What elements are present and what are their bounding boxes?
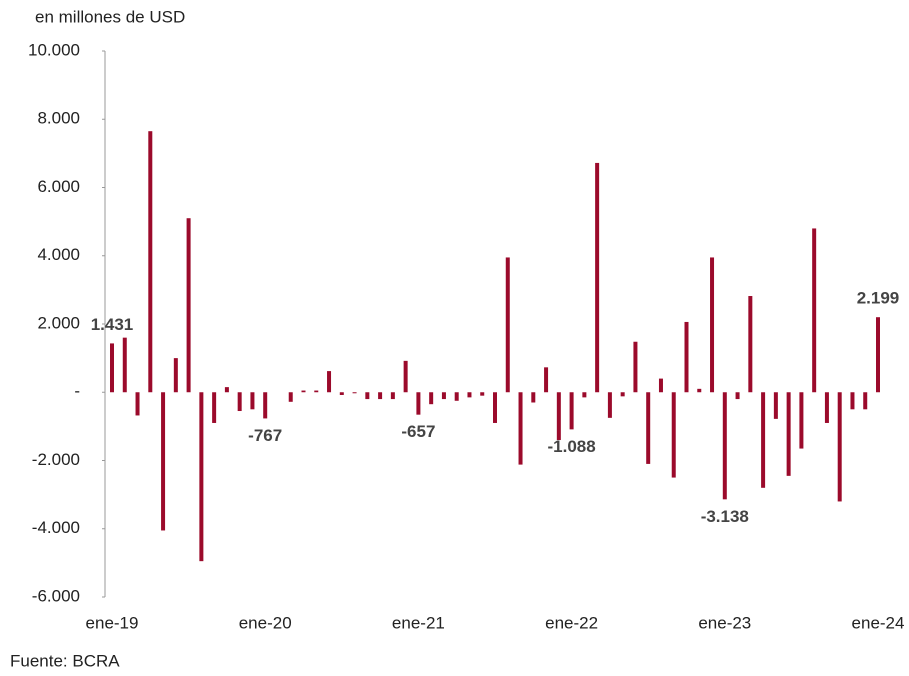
y-tick-label: 8.000 [37,109,80,128]
x-tick-label: ene-24 [852,613,905,632]
y-tick-label: 6.000 [37,177,80,196]
bar [429,392,434,405]
bar [812,228,817,393]
bar [288,392,293,402]
bar [441,392,446,400]
bar [314,390,319,393]
bar [378,392,383,400]
bar [365,392,370,400]
bar [327,371,332,393]
bar [173,358,178,393]
bar [863,392,868,410]
bar [250,392,255,410]
x-tick-label: ene-19 [86,613,139,632]
bar [799,392,804,449]
bar [773,392,778,419]
y-tick-label: -4.000 [32,518,80,537]
bar [403,360,408,393]
bar [122,337,127,393]
bar [646,392,651,464]
bar [697,388,702,393]
y-tick-label: 10.000 [28,40,80,59]
bar [352,392,357,394]
bar [837,392,842,502]
y-tick-label: -2.000 [32,450,80,469]
bar [850,392,855,410]
bar [671,392,676,478]
bar [531,392,536,403]
bar [339,392,344,395]
bar [110,343,114,393]
bar [454,392,459,401]
bar [199,392,204,562]
value-label: 2.199 [857,289,900,308]
value-label: -657 [401,422,435,441]
bar [148,131,153,393]
bar [518,392,523,465]
bar [748,296,753,393]
y-tick-label: - [74,382,80,401]
bar [684,321,689,393]
bar [569,392,574,430]
bar [480,392,485,396]
bar [416,392,421,415]
bar [658,378,663,393]
y-tick-label: -6.000 [32,586,80,605]
bar [505,257,510,393]
bar [633,341,638,393]
bar [212,392,217,423]
bar [556,392,561,441]
bar [735,392,740,400]
bar [186,218,191,393]
bar [620,392,625,397]
bar [493,392,497,423]
bar [595,162,600,393]
x-tick-label: ene-22 [545,613,598,632]
value-label: 1.431 [91,315,134,334]
bar [161,392,166,531]
bar [301,390,306,393]
value-label: -1.088 [547,437,595,456]
y-tick-label: 2.000 [37,313,80,332]
bar [263,392,268,419]
source-note: Fuente: BCRA [10,651,120,670]
bar [824,392,829,423]
axis-unit-title: en millones de USD [35,7,185,26]
bar [710,257,715,393]
bar [786,392,791,476]
value-label: -767 [248,426,282,445]
bar [722,392,727,500]
bar [607,392,612,418]
bar [467,392,472,398]
bar [135,392,140,416]
bar [761,392,766,488]
bar [390,392,395,400]
bar [876,317,880,393]
y-tick-label: 4.000 [37,245,80,264]
value-label: -3.138 [701,507,749,526]
x-tick-label: ene-20 [239,613,292,632]
x-tick-label: ene-21 [392,613,445,632]
bar [544,367,549,393]
bar [237,392,242,412]
bar [224,387,229,393]
bar [582,392,587,398]
x-tick-label: ene-23 [698,613,751,632]
